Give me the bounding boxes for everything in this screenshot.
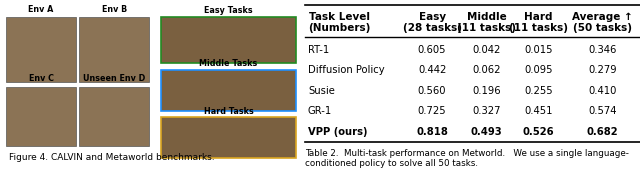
Text: 0.062: 0.062 (472, 65, 501, 75)
Text: 0.410: 0.410 (588, 86, 616, 96)
Text: Diffusion Policy: Diffusion Policy (308, 65, 385, 75)
Text: Figure 4. CALVIN and Metaworld benchmarks.: Figure 4. CALVIN and Metaworld benchmark… (9, 152, 215, 162)
Text: Easy Tasks: Easy Tasks (204, 6, 253, 15)
Text: 0.818: 0.818 (416, 127, 448, 137)
Text: Easy
(28 tasks): Easy (28 tasks) (403, 12, 461, 33)
Text: 0.605: 0.605 (418, 45, 446, 55)
Text: Hard Tasks: Hard Tasks (204, 107, 253, 116)
Text: Table 2.  Multi-task performance on Metworld.   We use a single language-
condit: Table 2. Multi-task performance on Metwo… (305, 149, 628, 168)
Text: Middle Tasks: Middle Tasks (199, 59, 258, 68)
Bar (6, 87, 76, 146)
Text: Susie: Susie (308, 86, 335, 96)
Text: 0.255: 0.255 (524, 86, 553, 96)
Text: RT-1: RT-1 (308, 45, 329, 55)
Text: 0.015: 0.015 (524, 45, 553, 55)
Text: Env B: Env B (102, 5, 127, 14)
Text: 0.279: 0.279 (588, 65, 616, 75)
Bar (161, 70, 296, 111)
Text: VPP (ours): VPP (ours) (308, 127, 367, 137)
Text: 0.451: 0.451 (524, 106, 553, 116)
Text: Env C: Env C (29, 74, 54, 83)
Text: 0.682: 0.682 (586, 127, 618, 137)
Text: 0.196: 0.196 (472, 86, 501, 96)
Text: Hard
(11 tasks): Hard (11 tasks) (509, 12, 568, 33)
Text: GR-1: GR-1 (308, 106, 332, 116)
Bar (79, 17, 149, 82)
Text: 0.327: 0.327 (472, 106, 501, 116)
Text: 0.095: 0.095 (524, 65, 553, 75)
Bar (161, 17, 296, 63)
Text: 0.493: 0.493 (471, 127, 502, 137)
Text: 0.560: 0.560 (418, 86, 446, 96)
Text: Middle
(11 tasks): Middle (11 tasks) (457, 12, 516, 33)
Text: 0.725: 0.725 (418, 106, 446, 116)
Bar (161, 117, 296, 158)
Text: 0.574: 0.574 (588, 106, 616, 116)
Text: 0.346: 0.346 (588, 45, 616, 55)
Text: Unseen Env D: Unseen Env D (83, 74, 145, 83)
Text: Task Level
(Numbers): Task Level (Numbers) (308, 12, 371, 33)
Text: Env A: Env A (28, 5, 54, 14)
Text: Average ↑
(50 tasks): Average ↑ (50 tasks) (572, 12, 633, 33)
Bar (79, 87, 149, 146)
Text: 0.442: 0.442 (418, 65, 446, 75)
Bar (6, 17, 76, 82)
Text: 0.042: 0.042 (472, 45, 500, 55)
Text: 0.526: 0.526 (523, 127, 554, 137)
